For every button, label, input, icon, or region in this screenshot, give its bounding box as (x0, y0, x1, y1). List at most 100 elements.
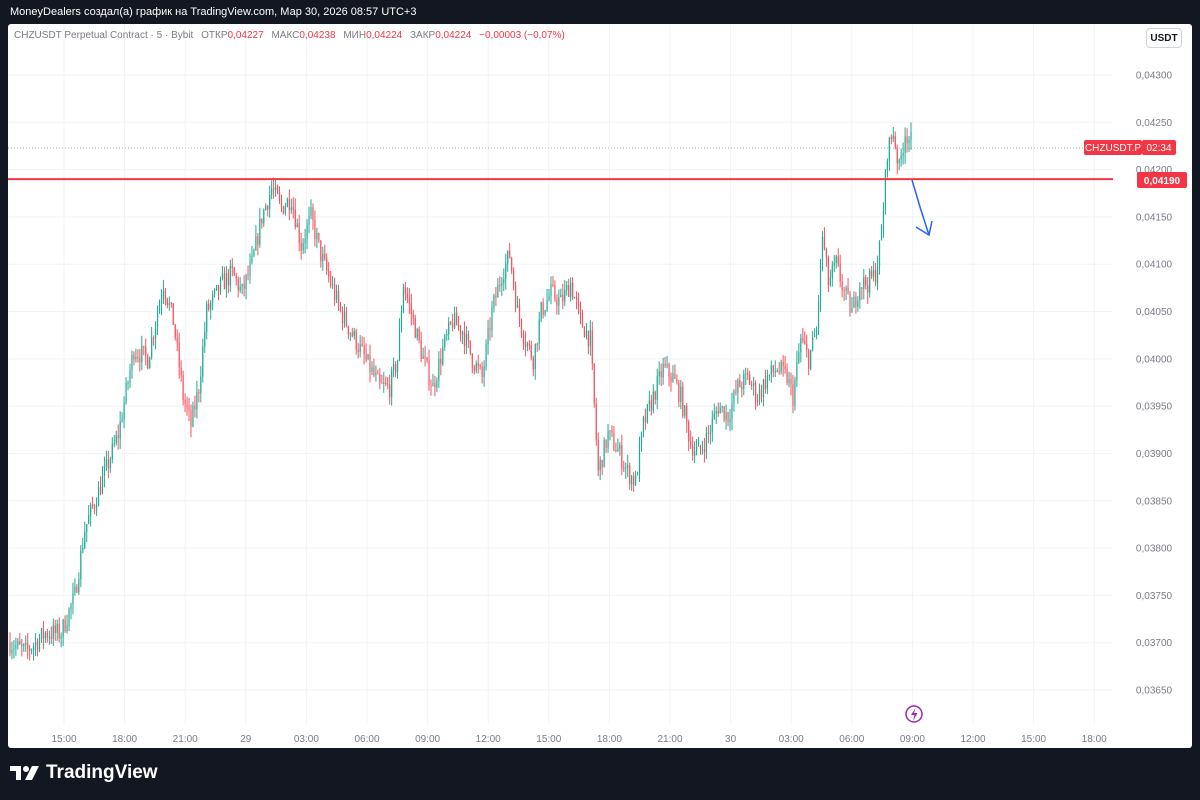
symbol-title: CHZUSDT Perpetual Contract · 5 · Bybit (14, 30, 194, 41)
currency-button[interactable]: USDT (1146, 28, 1182, 48)
candle (814, 328, 816, 338)
candle (406, 287, 408, 304)
candle (849, 291, 851, 317)
candle (819, 258, 822, 312)
candle (762, 378, 765, 407)
candle (316, 227, 318, 249)
candle (74, 578, 76, 596)
candle (560, 288, 562, 298)
candle (760, 384, 763, 403)
candle (804, 331, 806, 345)
candle (751, 380, 753, 390)
candle (857, 296, 859, 312)
candle (343, 303, 346, 328)
candle (593, 363, 595, 408)
candle (133, 351, 135, 366)
time-axis[interactable]: 15:00 18:00 21:00 29 03:00 06:00 09:00 12:00 15:… (51, 734, 1107, 745)
candle (558, 289, 560, 315)
candle (333, 277, 336, 306)
candle (871, 266, 873, 280)
candle (581, 309, 584, 328)
time-tick-label: 30 (725, 734, 737, 745)
candle (475, 360, 477, 374)
candle (670, 372, 672, 392)
candle (758, 383, 761, 406)
candle (552, 276, 554, 288)
candle (888, 136, 890, 171)
candle (658, 361, 660, 385)
candle (855, 292, 857, 314)
candle (141, 335, 143, 371)
candle (97, 481, 100, 507)
candle (332, 275, 334, 289)
candle (235, 272, 237, 286)
level-badge: 0,04190 (1137, 172, 1187, 188)
candle (833, 255, 835, 273)
candle (221, 265, 224, 281)
candle (365, 343, 367, 363)
candle (621, 434, 623, 475)
candle (137, 349, 139, 363)
candlestick-chart[interactable]: 0,04300 0,04250 0,04200 0,04150 0,04100 0,040… (8, 24, 1192, 748)
candle (200, 366, 202, 403)
candle (786, 363, 788, 386)
candle (416, 327, 418, 341)
candle (770, 360, 772, 383)
candle (471, 353, 473, 374)
candle (143, 345, 145, 356)
candle (467, 330, 469, 349)
candle (869, 268, 871, 298)
candle (837, 248, 839, 268)
candle (817, 295, 820, 336)
candle (672, 365, 674, 383)
candle (821, 231, 824, 272)
candle (867, 277, 869, 304)
candle (208, 299, 210, 312)
candle (424, 345, 426, 367)
candle (330, 271, 332, 289)
candle (666, 355, 668, 369)
candle (107, 450, 109, 479)
candle (255, 225, 257, 251)
candle (699, 444, 702, 455)
lightning-icon[interactable] (905, 705, 923, 723)
price-tick-label: 0,03750 (1136, 591, 1173, 602)
candle (513, 267, 515, 291)
time-tick-label: 18:00 (597, 734, 622, 745)
candle (129, 363, 131, 389)
candle (495, 287, 497, 307)
candle (280, 194, 283, 213)
candle (428, 349, 430, 391)
candle (400, 305, 403, 333)
price-tick-label: 0,03700 (1136, 638, 1173, 649)
candle (408, 288, 410, 315)
candle (223, 266, 226, 290)
candle (188, 397, 190, 422)
candle (259, 207, 261, 248)
candle (385, 376, 387, 386)
candle (650, 394, 652, 416)
tradingview-logo[interactable]: TradingView (10, 762, 158, 784)
candle (776, 368, 778, 373)
candle (735, 379, 737, 396)
candle (212, 290, 214, 311)
candle (853, 291, 855, 309)
price-axis[interactable]: 0,04300 0,04250 0,04200 0,04150 0,04100 0,040… (1136, 71, 1173, 697)
candle (341, 306, 344, 331)
candle (538, 311, 540, 351)
candle (345, 306, 347, 328)
down-arrow-drawing[interactable] (911, 179, 933, 237)
candle (642, 415, 645, 438)
high-label: МАКС (271, 30, 300, 41)
price-tick-label: 0,03650 (1136, 686, 1173, 697)
candle (747, 368, 749, 381)
candle (564, 280, 566, 307)
candle (741, 381, 743, 398)
candle (526, 341, 528, 352)
chart-pane[interactable]: 0,04300 0,04250 0,04200 0,04150 0,04100 0,040… (8, 24, 1192, 748)
time-tick-label: 03:00 (779, 734, 804, 745)
candle (217, 284, 220, 301)
candle (880, 224, 883, 241)
candle (823, 227, 826, 251)
candle (861, 287, 863, 300)
